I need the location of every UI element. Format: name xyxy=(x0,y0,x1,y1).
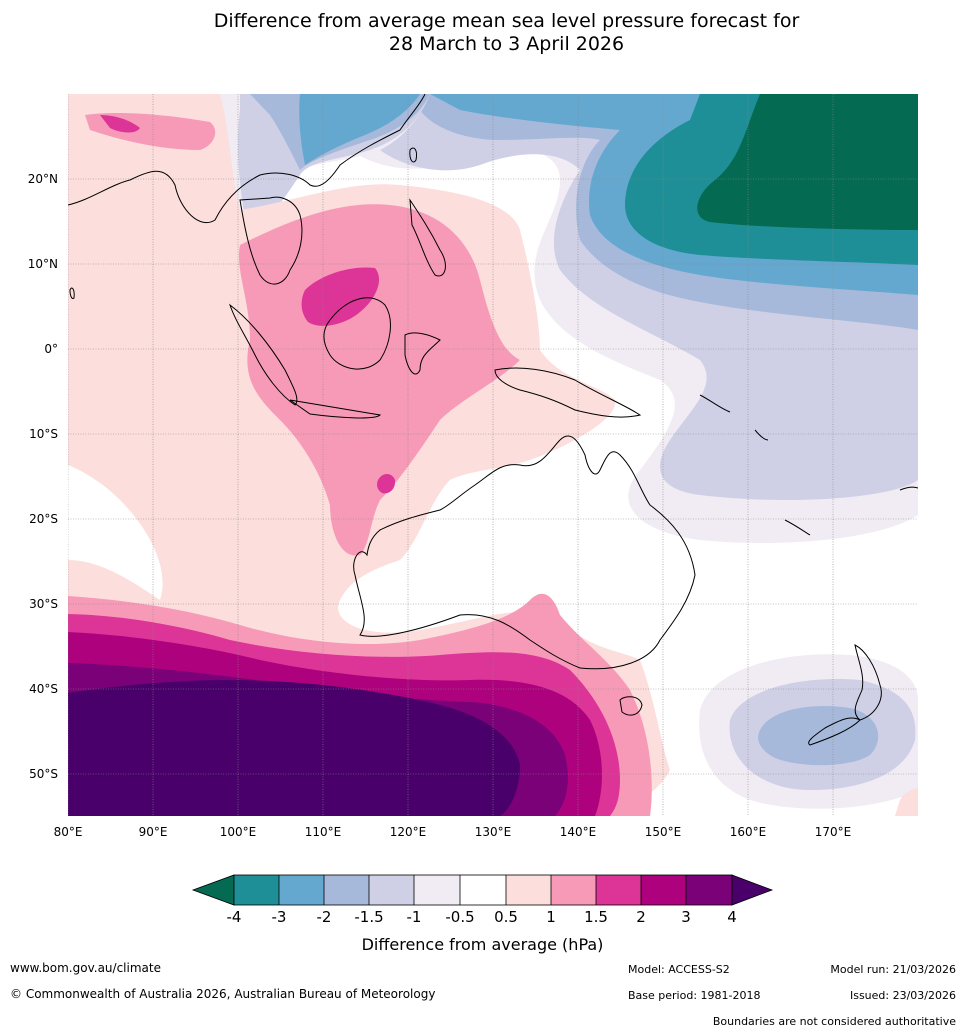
colorbar-tick: 1 xyxy=(546,908,556,926)
coastlines xyxy=(68,94,918,746)
boundaries-disclaimer: Boundaries are not considered authoritat… xyxy=(712,1015,956,1028)
copyright-text: © Commonwealth of Australia 2026, Austra… xyxy=(10,987,436,1001)
lon-label: 170°E xyxy=(815,825,852,839)
coast-new-caledonia xyxy=(784,519,811,536)
lat-label: 20°N xyxy=(28,172,58,186)
anomaly-neg-nz-3 xyxy=(758,706,879,766)
colorbar-seg-m3-m2 xyxy=(279,875,324,905)
lat-label: 20°S xyxy=(29,512,58,526)
lon-label: 130°E xyxy=(475,825,512,839)
colorbar-seg-m15-m1 xyxy=(369,875,414,905)
latitude-labels: 20°N 10°N 0° 10°S 20°S 30°S 40°S 50°S xyxy=(28,172,58,781)
lat-label: 0° xyxy=(44,342,58,356)
title-line-2: 28 March to 3 April 2026 xyxy=(388,33,625,55)
lon-label: 120°E xyxy=(390,825,427,839)
coast-sri-lanka xyxy=(69,287,75,299)
colorbar-seg-p3-p4 xyxy=(686,875,732,905)
colorbar-seg-neutral xyxy=(460,875,506,905)
anomaly-lt-4-east xyxy=(697,94,918,230)
graticule xyxy=(68,94,918,816)
model-name: Model: ACCESS-S2 xyxy=(628,963,730,976)
colorbar-tick: -2 xyxy=(317,908,332,926)
anomaly-pos-15-2-asia xyxy=(100,115,140,133)
colorbar-extend-high xyxy=(731,874,774,906)
colorbar-seg-p05-p1 xyxy=(506,875,551,905)
colorbar-tick: -1.5 xyxy=(354,908,383,926)
colorbar-frame xyxy=(233,874,733,906)
coast-philippines xyxy=(409,198,446,277)
lat-label: 30°S xyxy=(29,597,58,611)
colorbar-tick: 4 xyxy=(727,908,737,926)
colorbar-seg-p1-p15 xyxy=(551,875,596,905)
anomaly-neg-china-4 xyxy=(299,94,420,165)
colorbar-seg-m2-m15 xyxy=(324,875,369,905)
lon-label: 140°E xyxy=(560,825,597,839)
lat-label: 10°N xyxy=(28,257,58,271)
anomaly-gt-4 xyxy=(68,680,520,816)
coast-indochina xyxy=(239,196,303,285)
colorbar-seg-m1-m05 xyxy=(414,875,460,905)
anomaly-pos-15-2-borneo xyxy=(301,267,380,326)
coast-sulawesi xyxy=(404,332,441,375)
colorbar-tick: 2 xyxy=(636,908,646,926)
lon-label: 80°E xyxy=(54,825,83,839)
coast-taiwan xyxy=(409,147,417,163)
coast-borneo xyxy=(323,297,391,370)
colorbar-dividers xyxy=(278,875,687,905)
lat-label: 50°S xyxy=(29,767,58,781)
lat-label: 40°S xyxy=(29,682,58,696)
coast-sumatra xyxy=(229,303,298,406)
colorbar-tick: -4 xyxy=(227,908,242,926)
colorbar-seg-m4-m3 xyxy=(234,875,279,905)
colorbar-tick: -1 xyxy=(407,908,422,926)
colorbar-tick: 0.5 xyxy=(494,908,518,926)
colorbar-tick: 1.5 xyxy=(584,908,608,926)
lon-label: 160°E xyxy=(730,825,767,839)
coast-nz-south xyxy=(808,717,861,746)
coast-vanuatu xyxy=(754,429,769,441)
colorbar: -4 -3 -2 -1.5 -1 -0.5 0.5 1 1.5 2 3 4 xyxy=(191,874,774,926)
model-run-date: Model run: 21/03/2026 xyxy=(830,963,956,976)
coast-new-guinea xyxy=(494,367,642,418)
coast-fiji xyxy=(899,486,918,491)
colorbar-extend-low xyxy=(191,874,235,906)
anomaly-pos-ne-corner xyxy=(895,788,918,816)
coast-australia xyxy=(353,435,696,670)
colorbar-label: Difference from average (hPa) xyxy=(361,935,604,954)
colorbar-seg-p15-p2 xyxy=(596,875,641,905)
lon-label: 90°E xyxy=(139,825,168,839)
base-period: Base period: 1981-2018 xyxy=(628,989,761,1002)
lat-label: 10°S xyxy=(29,427,58,441)
coast-solomons xyxy=(699,394,731,413)
lon-label: 100°E xyxy=(220,825,257,839)
longitude-labels: 80°E 90°E 100°E 110°E 120°E 130°E 140°E … xyxy=(54,825,852,839)
issued-date: Issued: 23/03/2026 xyxy=(849,989,956,1002)
colorbar-tick: 3 xyxy=(681,908,691,926)
anomaly-pos-15-2-spot xyxy=(377,474,396,494)
map-title: Difference from average mean sea level p… xyxy=(0,10,965,56)
title-line-1: Difference from average mean sea level p… xyxy=(213,10,800,32)
coast-tasmania xyxy=(619,696,643,716)
colorbar-tick: -0.5 xyxy=(445,908,474,926)
lon-label: 150°E xyxy=(645,825,682,839)
colorbar-tick: -3 xyxy=(272,908,287,926)
website-link[interactable]: www.bom.gov.au/climate xyxy=(10,961,161,975)
coast-asia xyxy=(68,94,426,223)
colorbar-seg-p2-p3 xyxy=(641,875,686,905)
coast-java xyxy=(289,399,382,419)
map-panel xyxy=(68,94,918,816)
lon-label: 110°E xyxy=(305,825,342,839)
